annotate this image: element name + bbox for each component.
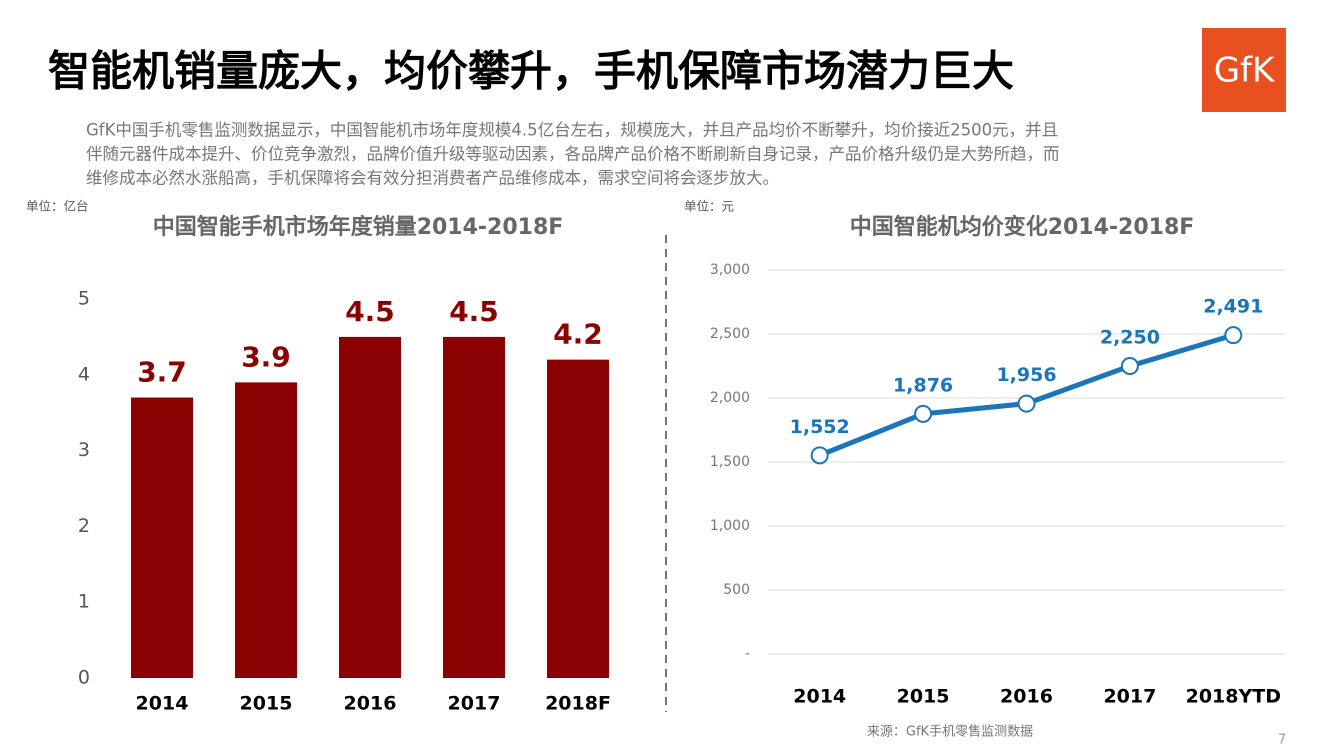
x-tick-label: 2016 (1000, 686, 1053, 708)
x-tick-label: 2016 (344, 693, 397, 715)
bar (443, 336, 505, 678)
y-tick-label: 1,000 (710, 518, 750, 534)
y-tick-label: 1 (78, 591, 90, 613)
value-label: 3.9 (241, 340, 291, 373)
y-tick-label: 2,000 (710, 390, 750, 406)
unit-label: 单位：亿台 (26, 199, 89, 214)
value-label: 1,876 (893, 374, 953, 396)
y-tick-label: 3 (78, 439, 90, 461)
logo-box (1202, 28, 1286, 112)
value-label: 4.5 (449, 295, 499, 328)
x-tick-label: 2015 (240, 693, 293, 715)
logo: GfK (1214, 51, 1276, 91)
point (914, 404, 933, 423)
x-tick-label: 2017 (448, 693, 501, 715)
y-tick-label: 0 (78, 667, 90, 689)
chart-title: 中国智能手机市场年度销量2014-2018F (153, 214, 564, 240)
chart-title: 中国智能机均价变化2014-2018F (850, 214, 1195, 240)
y-tick-label: 2,500 (710, 326, 750, 342)
point (1120, 357, 1139, 375)
y-tick-label: 3,000 (710, 262, 750, 278)
x-tick-label: 2017 (1103, 686, 1156, 708)
x-tick-label: 2018F (545, 693, 611, 715)
page-number: 7 (1278, 733, 1286, 748)
bar (547, 359, 609, 678)
bar (235, 382, 297, 678)
y-tick-label: 1,500 (710, 454, 750, 470)
y-tick-label: 4 (78, 363, 90, 385)
x-tick-label: 2018YTD (1186, 686, 1281, 708)
value-label: 2,491 (1203, 296, 1263, 318)
bar (339, 336, 401, 678)
x-tick-label: 2015 (897, 686, 950, 708)
body-line: 维修成本必然水涨船高，手机保障将会有效分担消费者产品维修成本，需求空间将会逐步放… (86, 169, 779, 188)
value-label: 1,956 (996, 364, 1056, 386)
body-line: GfK中国手机零售监测数据显示，中国智能机市场年度规模4.5亿台左右，规模庞大，… (86, 121, 1058, 140)
value-label: 4.5 (345, 295, 395, 328)
value-label: 4.2 (553, 318, 603, 351)
x-tick-label: 2014 (793, 686, 846, 708)
point (1224, 326, 1243, 345)
point (1017, 394, 1036, 413)
y-tick-label: 500 (723, 582, 750, 598)
y-tick-label: 2 (78, 515, 90, 537)
slide-title: 智能机销量庞大，均价攀升，手机保障市场潜力巨大 (48, 47, 1014, 96)
x-tick-label: 2014 (136, 693, 189, 715)
bar (131, 397, 193, 678)
y-tick-label: 5 (78, 288, 90, 310)
value-label: 3.7 (137, 356, 187, 389)
y-tick-label: - (745, 646, 750, 662)
point (810, 446, 829, 465)
unit-label: 单位：元 (684, 199, 734, 214)
value-label: 2,250 (1100, 327, 1160, 349)
body-line: 伴随元器件成本提升、价位竞争激烈，品牌价值升级等驱动因素，各品牌产品价格不断刷新… (86, 145, 1060, 164)
source: 来源：GfK手机零售监测数据 (867, 724, 1033, 740)
value-label: 1,552 (790, 416, 850, 438)
